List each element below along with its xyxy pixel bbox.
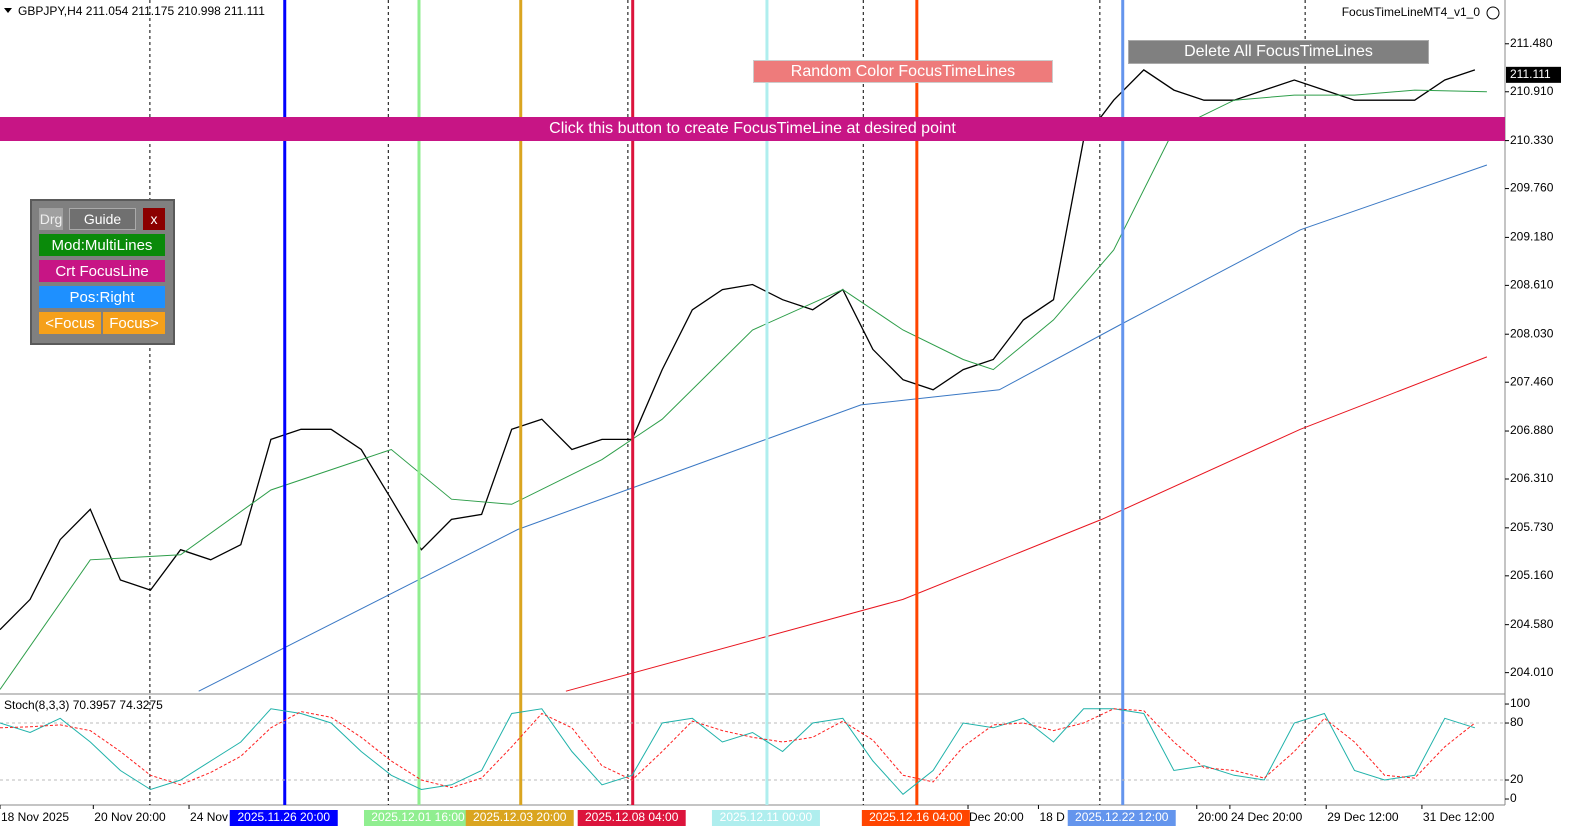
menu-triangle — [4, 8, 12, 13]
focus-label: 2025.12.22 12:00 — [1075, 810, 1169, 824]
y-tick-label: 205.160 — [1510, 568, 1554, 582]
last-price-label: 211.111 — [1510, 67, 1551, 81]
y-tick-label: 209.760 — [1510, 181, 1554, 195]
x-tick-label: 24 Dec 20:00 — [1231, 810, 1303, 824]
focus-label-bg — [1067, 810, 1176, 826]
mode-button[interactable]: Mod:MultiLines — [39, 234, 165, 256]
focus-label-bg — [861, 810, 970, 826]
x-tick-label: 20 Nov 20:00 — [94, 810, 166, 824]
x-tick-label: 18 D — [1039, 810, 1065, 824]
y-tick-label: 210.330 — [1510, 133, 1554, 147]
focus-label: 2025.12.03 20:00 — [473, 810, 567, 824]
y-tick-label: 206.880 — [1510, 423, 1554, 437]
focus-label: 2025.12.08 04:00 — [585, 810, 679, 824]
create-button[interactable]: Click this button to create FocusTimeLin… — [0, 117, 1505, 141]
symbol-info: GBPJPY,H4 211.054 211.175 210.998 211.11… — [18, 4, 265, 18]
y-tick-label: 204.580 — [1510, 617, 1554, 631]
focus-label-bg — [711, 810, 820, 826]
random-color-button[interactable]: Random Color FocusTimeLines — [753, 60, 1053, 83]
indicator-line — [198, 164, 1488, 692]
next-focus-button[interactable]: Focus> — [103, 312, 165, 334]
focus-label-bg — [577, 810, 686, 826]
focus-label: 2025.11.26 20:00 — [237, 810, 330, 824]
guide-button[interactable]: Guide — [69, 208, 136, 230]
focus-label-bg — [229, 810, 338, 826]
y-tick-label: 207.460 — [1510, 374, 1554, 388]
y-tick-label: 205.730 — [1510, 520, 1554, 534]
y-tick-label: 210.910 — [1510, 84, 1554, 98]
create-line-button[interactable]: Crt FocusLine — [39, 260, 165, 282]
y-tick-label: 80 — [1510, 715, 1524, 729]
indicator-line — [0, 708, 1476, 789]
delete-button[interactable]: Delete All FocusTimeLines — [1128, 40, 1429, 64]
x-tick-label: 24 Nov — [190, 810, 228, 824]
y-tick-label: 204.010 — [1510, 665, 1554, 679]
focus-label: 2025.12.01 16:00 — [371, 810, 465, 824]
y-tick-label: 0 — [1510, 791, 1517, 805]
y-tick-label: 208.610 — [1510, 278, 1554, 292]
focus-label: 2025.12.16 04:00 — [869, 810, 963, 824]
prev-focus-button[interactable]: <Focus — [39, 312, 101, 334]
y-tick-label: 208.030 — [1510, 326, 1554, 340]
drag-button[interactable]: Drg — [39, 208, 63, 230]
x-tick-label: 20:00 — [1198, 810, 1228, 824]
indicator-line — [0, 89, 1487, 690]
control-panel: Drg Guide x Mod:MultiLines Crt FocusLine… — [30, 199, 175, 345]
indicator-name: FocusTimeLineMT4_v1_0 — [1342, 5, 1481, 19]
focus-label-bg — [465, 810, 574, 826]
y-tick-label: 209.180 — [1510, 230, 1554, 244]
indicator-line — [0, 708, 1476, 795]
focus-label: 2025.12.11 00:00 — [720, 810, 813, 824]
last-price-box — [1506, 66, 1561, 83]
x-tick-label: 29 Dec 12:00 — [1327, 810, 1399, 824]
x-tick-label: Dec 20:00 — [969, 810, 1024, 824]
position-button[interactable]: Pos:Right — [39, 286, 165, 308]
x-tick-label: 18 Nov 2025 — [1, 810, 69, 824]
indicator-line — [565, 356, 1488, 692]
focus-label-bg — [363, 810, 472, 826]
smiley-icon — [1486, 6, 1500, 20]
y-tick-label: 206.310 — [1510, 471, 1554, 485]
y-tick-label: 20 — [1510, 772, 1524, 786]
stoch-title: Stoch(8,3,3) 70.3957 74.3275 — [4, 698, 163, 712]
y-tick-label: 100 — [1510, 696, 1530, 710]
y-tick-label: 211.480 — [1510, 36, 1553, 50]
price-line — [0, 69, 1476, 631]
close-button[interactable]: x — [143, 208, 165, 230]
x-tick-label: 31 Dec 12:00 — [1423, 810, 1495, 824]
